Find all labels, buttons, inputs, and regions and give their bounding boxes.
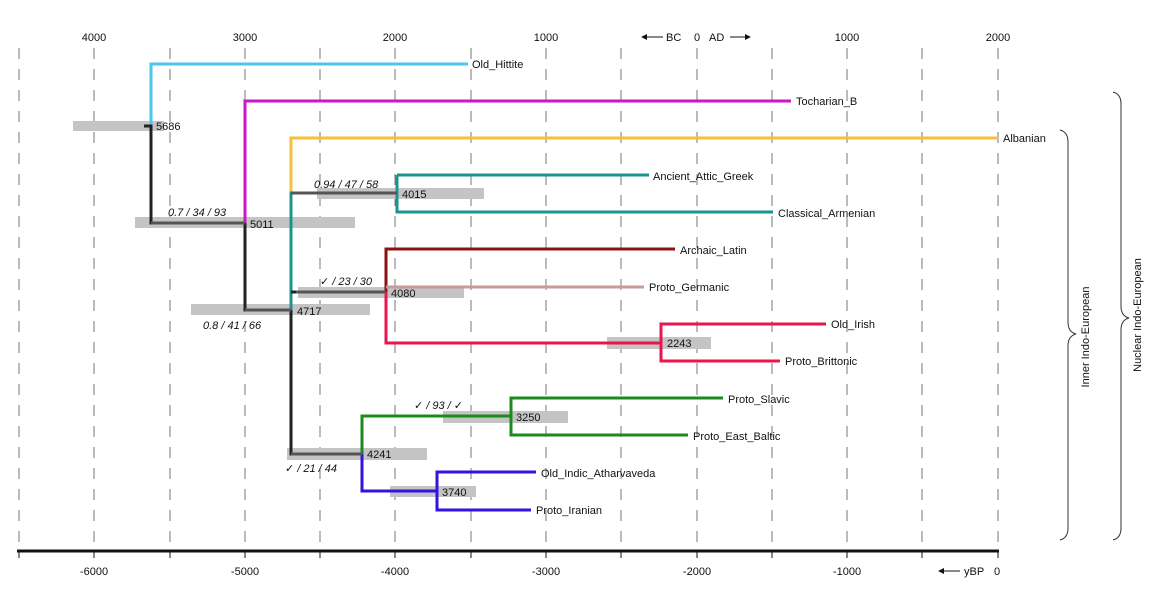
bottom-axis-tick-minus1000: -1000 [833,566,861,578]
top-axis-tick-4000bc: 4000 [82,32,106,44]
leaf-proto-germanic: Proto_Germanic [649,282,730,294]
leaf-proto-east-baltic: Proto_East_Baltic [693,431,781,443]
support-label-3250: ✓ / 93 / ✓ [414,400,463,412]
branch-albanian [289,136,998,193]
leaf-archaic-latin: Archaic_Latin [680,245,747,257]
leaf-proto-iranian: Proto_Iranian [536,505,602,517]
nuclear-indo-european-label: Nuclear Indo-European [1132,258,1144,372]
bottom-axis-zero-label: 0 [994,566,1000,578]
node-age-4015: 4015 [402,189,426,201]
bottom-axis: -6000 -5000 -4000 -3000 -2000 -1000 yBP … [17,549,1000,578]
inner-indo-european-brace [1059,129,1077,541]
leaf-ancient-attic-greek: Ancient_Attic_Greek [653,171,754,183]
top-axis-tick-3000bc: 3000 [233,32,257,44]
support-label-5011: 0.7 / 34 / 93 [168,207,227,219]
left-arrow-icon [641,34,663,40]
leaf-proto-brittonic: Proto_Brittonic [785,356,858,368]
node-age-5686: 5686 [156,121,180,133]
node-age-3250: 3250 [516,412,540,424]
branch-latin [384,247,675,292]
branch-celtic [659,322,826,363]
ad-label: AD [709,32,724,44]
bottom-axis-tick-minus5000: -5000 [231,566,259,578]
age-intervals [73,121,711,497]
node-age-4080: 4080 [391,288,415,300]
ybp-left-arrow-icon [938,568,960,574]
top-axis-tick-1000bc: 1000 [534,32,558,44]
node-age-4241: 4241 [367,449,391,461]
bottom-axis-tick-minus4000: -4000 [381,566,409,578]
support-label-4241: ✓ / 21 / 44 [285,463,337,475]
bottom-axis-tick-minus3000: -3000 [532,566,560,578]
top-axis: 4000 3000 2000 1000 1000 2000 BC 0 AD [82,32,1010,44]
support-label-4015: 0.94 / 47 / 58 [314,179,379,191]
support-labels: 0.7 / 34 / 93 0.8 / 41 / 66 0.94 / 47 / … [168,179,463,475]
leaf-classical-armenian: Classical_Armenian [778,208,875,220]
branch-old-hittite [149,62,468,126]
branch-balto-slavic [360,396,723,454]
node-age-4717: 4717 [297,306,321,318]
leaf-albanian: Albanian [1003,133,1046,145]
leaf-proto-slavic: Proto_Slavic [728,394,790,406]
top-axis-tick-1000ad: 1000 [835,32,859,44]
clade-brackets [1059,91,1130,541]
interval-5686 [73,121,164,131]
node-age-2243: 2243 [667,338,691,350]
interval-4015 [317,188,484,199]
nuclear-indo-european-brace [1112,91,1130,541]
leaf-tocharian-b: Tocharian_B [796,96,857,108]
node-age-3740: 3740 [442,487,466,499]
branch-tocharian [243,99,791,223]
right-arrow-icon [730,34,751,40]
inner-indo-european-label: Inner Indo-European [1080,287,1092,388]
top-axis-zero-label: 0 [694,32,700,44]
branches [149,62,998,512]
bottom-axis-tick-minus2000: -2000 [683,566,711,578]
node-age-5011: 5011 [250,219,274,231]
top-axis-tick-2000bc: 2000 [383,32,407,44]
branch-celtic-stem [384,292,661,345]
bc-label: BC [666,32,681,44]
node-age-labels: 5686 5011 4717 4015 4080 2243 3250 4241 … [156,121,691,499]
top-axis-tick-2000ad: 2000 [986,32,1010,44]
branch-indo-iranian [360,454,536,512]
leaf-old-hittite: Old_Hittite [472,59,523,71]
ybp-label: yBP [964,566,984,578]
support-label-4080: ✓ / 23 / 30 [320,276,373,288]
leaf-old-indic-atharvaveda: Old_Indic_Atharvaveda [541,468,656,480]
leaf-labels: Old_Hittite Tocharian_B Albanian Ancient… [472,59,1046,517]
trunk-grey-overlays [151,191,397,456]
leaf-old-irish: Old_Irish [831,319,875,331]
bottom-axis-tick-minus6000: -6000 [80,566,108,578]
support-label-4717: 0.8 / 41 / 66 [203,320,262,332]
branch-greek-armenian [395,173,773,214]
